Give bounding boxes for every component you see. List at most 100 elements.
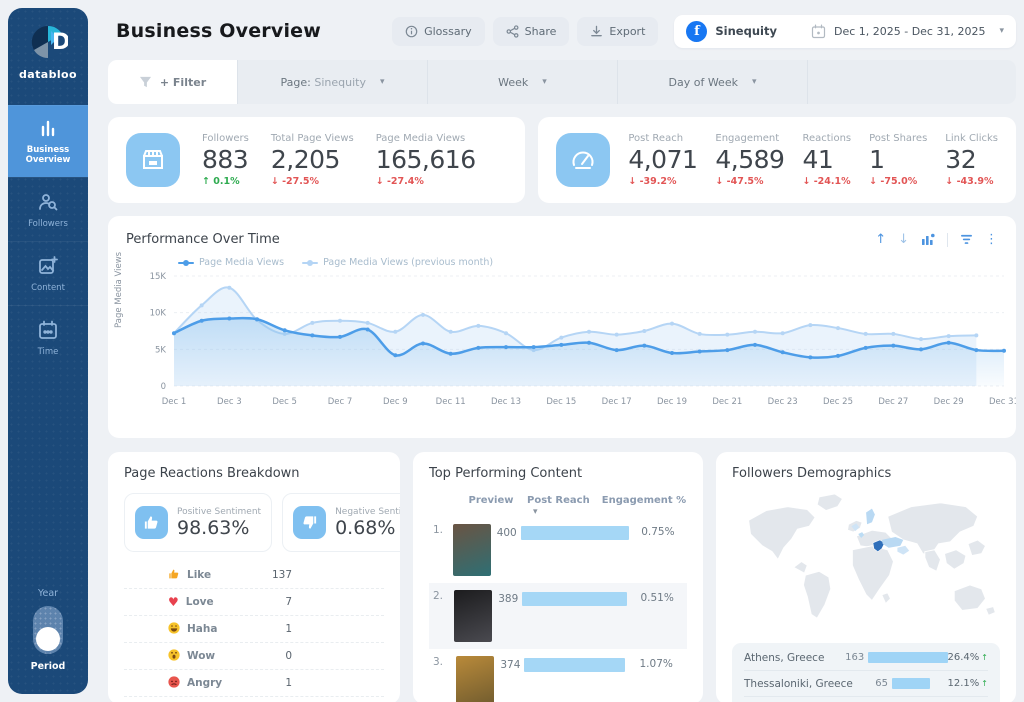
svg-text:Dec 21: Dec 21 <box>712 397 742 407</box>
week-filter-dropdown[interactable]: Week ▾ <box>428 60 618 104</box>
performance-line-chart[interactable]: 0 5K 10K 15K Dec 1 Dec 3 Dec 5 Dec 7 Dec 9 Dec 11… <box>136 268 1019 420</box>
kebab-menu-icon[interactable]: ⋮ <box>985 232 998 247</box>
location-bar <box>868 652 948 663</box>
metric-value: 4,589 <box>715 144 785 174</box>
kpi-metric: Post Reach 4,071 ↓ -39.2% <box>628 133 698 187</box>
share-icon <box>506 24 519 38</box>
col-post-reach-sort[interactable]: Post Reach ▾ <box>527 495 590 517</box>
metric-value: 32 <box>945 144 977 174</box>
chart-toolbar: ↑ ↓ ⋮ <box>875 232 998 247</box>
topbar: Business Overview Glossary Share Export … <box>108 10 1016 52</box>
metric-label: Followers <box>202 132 249 144</box>
legend-label: Page Media Views (previous month) <box>323 257 494 268</box>
chevron-down-icon: ▾ <box>379 77 385 87</box>
content-thumbnail[interactable] <box>454 590 493 642</box>
content-row: 1. 400 0.75% <box>429 517 687 583</box>
switch-knob <box>36 627 60 651</box>
sidebar-item-business-overview[interactable]: Business Overview <box>8 105 88 177</box>
col-preview: Preview <box>468 495 514 506</box>
share-label: Share <box>524 24 557 38</box>
metric-delta: ↓ -27.5% <box>270 176 320 188</box>
post-reach-bar <box>524 658 626 672</box>
content-thumbnail[interactable] <box>455 656 494 702</box>
sort-down-icon[interactable]: ↓ <box>898 232 909 247</box>
legend-item-previous[interactable]: Page Media Views (previous month) <box>302 257 493 268</box>
reaction-label: Angry <box>187 677 223 689</box>
reaction-count: 1 <box>285 623 292 635</box>
sidebar-item-content[interactable]: Content <box>8 241 88 305</box>
location-bar <box>892 678 930 689</box>
sort-up-icon[interactable]: ↑ <box>875 232 887 247</box>
year-period-switch[interactable] <box>33 606 63 654</box>
sidebar-item-followers[interactable]: Followers <box>8 177 88 241</box>
logo-text: databloo <box>19 68 77 81</box>
location-pct: 12.1% <box>947 678 980 689</box>
sentiment-label: Positive Sentiment <box>177 506 262 517</box>
export-button[interactable]: Export <box>577 16 659 46</box>
content-image-icon <box>39 256 58 274</box>
filter-icon[interactable] <box>960 234 973 245</box>
sidebar-item-time[interactable]: Time <box>8 305 88 369</box>
reaction-count: 1 <box>285 677 292 689</box>
week-filter-label: Week <box>498 75 529 89</box>
page-filter-dropdown[interactable]: Page: Sinequity ▾ <box>238 60 428 104</box>
glossary-button[interactable]: Glossary <box>392 16 485 46</box>
svg-text:Dec 31: Dec 31 <box>989 397 1016 407</box>
calendar-icon <box>811 24 826 38</box>
content-thumbnail[interactable] <box>453 524 492 576</box>
filter-bar: + Filter Page: Sinequity ▾ Week ▾ Day of… <box>108 60 1016 104</box>
share-button[interactable]: Share <box>492 16 570 46</box>
day-of-week-filter-dropdown[interactable]: Day of Week ▾ <box>618 60 808 104</box>
trend-arrow-icon: ↑ <box>981 679 988 688</box>
filter-bar-spacer <box>808 60 1016 104</box>
kpi-metric: Followers 883 ↑ 0.1% <box>202 133 249 187</box>
add-filter-button[interactable]: + Filter <box>108 60 238 104</box>
main-content: Business Overview Glossary Share Export … <box>100 0 1024 702</box>
svg-text:Dec 7: Dec 7 <box>328 397 353 407</box>
kpi-metric: Total Page Views 2,205 ↓ -27.5% <box>271 133 354 187</box>
content-rank: 3. <box>433 656 444 668</box>
page-reactions-panel: Page Reactions Breakdown Positive Sentim… <box>108 452 400 702</box>
followers-demographics-panel: Followers Demographics <box>716 452 1016 702</box>
chart-legend: Page Media Views Page Media Views (previ… <box>178 257 998 268</box>
demographics-table: Athens, Greece 163 26.4% ↑ Thessaloniki, … <box>732 643 1000 702</box>
page-filter-prefix: Page: <box>280 75 311 89</box>
angry-icon <box>168 675 180 691</box>
gauge-icon <box>556 133 611 187</box>
performance-over-time-panel: Performance Over Time ↑ ↓ ⋮ Page Media V… <box>108 216 1019 438</box>
y-axis-label: Page Media Views <box>114 251 124 328</box>
svg-text:Dec 1: Dec 1 <box>162 397 187 407</box>
reaction-row: Haha 1 <box>124 616 384 643</box>
chart-type-icon[interactable] <box>921 233 935 246</box>
kpi-row: Followers 883 ↑ 0.1% Total Page Views 2,… <box>108 117 1016 203</box>
demographics-row: Kavála, Greece 26 -3.7%↓ <box>744 697 988 702</box>
account-date-selector[interactable]: f Sinequity Dec 1, 2025 - Dec 31, 2025 ▾ <box>674 14 1016 48</box>
location-value: 65 <box>875 678 888 689</box>
post-reach-bar <box>522 592 628 606</box>
metric-delta: ↓ -75.0% <box>869 176 918 188</box>
metric-label: Link Clicks <box>945 132 998 144</box>
map-highlight-greece <box>872 539 886 553</box>
reaction-row: ♥ Love 7 <box>124 589 384 616</box>
love-icon: ♥ <box>168 594 179 609</box>
world-map[interactable] <box>732 489 1000 635</box>
metric-value: 41 <box>802 144 834 174</box>
location-label: Thessaloniki, Greece <box>744 677 853 690</box>
content-title: Top Performing Content <box>429 466 583 481</box>
svg-text:5K: 5K <box>155 345 166 355</box>
reaction-count: 137 <box>271 569 292 581</box>
bottom-row: Page Reactions Breakdown Positive Sentim… <box>108 452 1016 702</box>
reaction-label: Haha <box>187 623 218 635</box>
location-pct: 26.4% <box>947 652 980 663</box>
content-row: 2. 389 0.51% <box>429 583 687 649</box>
col-engagement: Engagement % <box>601 495 687 506</box>
positive-sentiment-card: Positive Sentiment 98.63% <box>124 493 273 552</box>
reaction-label: Wow <box>187 650 216 662</box>
reaction-row: Like 137 <box>124 562 384 589</box>
metric-delta: ↓ -43.9% <box>945 176 994 188</box>
post-reach-bar <box>520 526 629 540</box>
reaction-count: 7 <box>285 596 292 608</box>
legend-item-current[interactable]: Page Media Views <box>178 257 284 268</box>
reaction-row: Sad 0 <box>124 697 384 702</box>
account-name: Sinequity <box>715 24 777 38</box>
